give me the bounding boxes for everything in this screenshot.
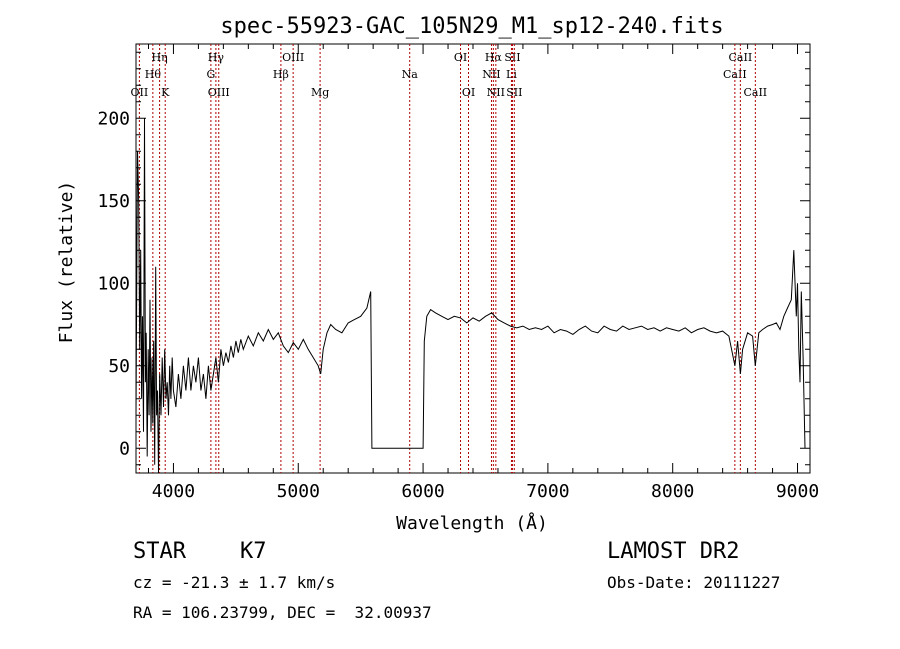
chart-title: spec-55923-GAC_105N29_M1_sp12-240.fits	[220, 14, 723, 39]
observation-date: Obs-Date: 20111227	[607, 573, 781, 592]
x-tick-label: 4000	[152, 481, 195, 502]
survey-name: LAMOST DR2	[607, 539, 740, 564]
spectral-line-label: CaII	[729, 51, 753, 64]
sky-coordinates: RA = 106.23799, DEC = 32.00937	[133, 603, 432, 622]
object-subclass: K7	[240, 539, 267, 564]
spectral-line-label: SII	[504, 51, 520, 64]
spectral-line-label: OIII	[282, 51, 304, 64]
spectral-line-label: Hθ	[145, 68, 162, 81]
spectral-line-label: Hα	[485, 51, 503, 64]
y-axis-label: Flux (relative)	[56, 181, 77, 344]
x-tick-label: 7000	[526, 481, 569, 502]
axes: 4000 5000 6000 7000 8000 9000 0 50 100 150 200	[97, 44, 819, 502]
spectral-line-label: Li	[506, 68, 517, 81]
spectral-line-label: OI	[454, 51, 467, 64]
spectral-line-label: OII	[131, 86, 149, 99]
object-class: STAR	[133, 539, 186, 564]
spectral-line-label: K	[161, 86, 170, 99]
x-axis-label: Wavelength (Å)	[396, 512, 548, 534]
spectral-line-label: G	[206, 68, 215, 81]
y-tick-label: 50	[108, 356, 130, 377]
spectral-line-label: NII	[487, 86, 505, 99]
spectral-line-label: Na	[402, 68, 419, 81]
spectral-line-markers: OIIHθHηKGHγOIIIHβOIIIMgNaOIOINIIHαNIILiS…	[131, 44, 767, 473]
spectral-line-label: OI	[462, 86, 475, 99]
y-tick-label: 200	[97, 108, 130, 129]
redshift-velocity: cz = -21.3 ± 1.7 km/s	[133, 573, 336, 592]
spectral-line-label: NII	[482, 68, 500, 81]
spectral-line-label: CaII	[743, 86, 767, 99]
spectral-line-label: CaII	[723, 68, 747, 81]
y-tick-label: 100	[97, 273, 130, 294]
x-tick-label: 9000	[776, 481, 819, 502]
spectral-line-label: Hγ	[208, 51, 225, 64]
spectral-line-label: Hη	[151, 51, 167, 64]
x-tick-label: 6000	[401, 481, 444, 502]
x-tick-label: 5000	[277, 481, 320, 502]
spectral-line-label: SII	[506, 86, 522, 99]
spectral-line-label: OIII	[208, 86, 230, 99]
spectral-line-label: Mg	[311, 86, 329, 99]
x-tick-label: 8000	[651, 481, 694, 502]
spectrum-series-line	[135, 118, 806, 474]
spectral-line-label: Hβ	[273, 68, 289, 81]
y-tick-label: 0	[119, 438, 130, 459]
y-tick-label: 150	[97, 191, 130, 212]
plot-frame	[135, 43, 811, 474]
